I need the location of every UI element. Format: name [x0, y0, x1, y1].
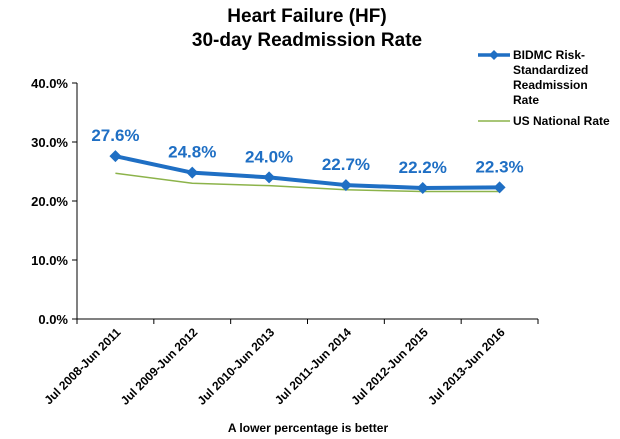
x-category-label: Jul 2009-Jun 2012: [118, 325, 201, 408]
legend-label-bidmc-line-2: Standardized: [513, 63, 588, 77]
x-category-label: Jul 2012-Jun 2015: [348, 325, 431, 408]
legend-label-bidmc-line-1: BIDMC Risk-: [513, 48, 585, 62]
x-category-label: Jul 2008-Jun 2011: [41, 325, 123, 407]
legend-label-bidmc-line-3: Readmission: [513, 78, 588, 92]
x-category-label: Jul 2013-Jun 2016: [425, 325, 508, 408]
legend-label-us: US National Rate: [513, 114, 610, 128]
data-label-bidmc: 24.0%: [245, 147, 293, 166]
data-labels: 27.6% 24.8% 24.0% 22.7% 22.2% 22.3%: [91, 126, 523, 177]
data-label-bidmc: 22.3%: [475, 157, 523, 176]
x-category-label: Jul 2010-Jun 2013: [195, 325, 278, 408]
y-axis-ticks: 0.0% 10.0% 20.0% 30.0% 40.0%: [31, 76, 77, 327]
series-line-us-national: [115, 172, 500, 193]
legend-marker-bidmc: [489, 50, 499, 60]
chart-title-line-1: Heart Failure (HF): [227, 6, 386, 27]
legend: BIDMC Risk- Standardized Readmission Rat…: [478, 48, 610, 128]
y-tick-label: 40.0%: [31, 76, 68, 91]
series-line-bidmc: [114, 154, 500, 191]
data-point-bidmc: [339, 179, 352, 192]
data-label-bidmc: 22.2%: [399, 158, 447, 177]
series-layer: [109, 150, 506, 195]
y-tick-label: 0.0%: [38, 312, 68, 327]
legend-label-bidmc-line-4: Rate: [513, 93, 539, 107]
chart-note: A lower percentage is better: [228, 421, 389, 435]
chart-title-line-2: 30-day Readmission Rate: [192, 30, 422, 51]
y-tick-label: 10.0%: [31, 253, 68, 268]
data-label-bidmc: 24.8%: [168, 143, 216, 162]
data-label-bidmc: 22.7%: [322, 155, 370, 174]
data-point-bidmc: [186, 166, 199, 179]
data-point-bidmc: [263, 171, 276, 184]
data-label-bidmc: 27.6%: [91, 126, 139, 145]
y-tick-label: 20.0%: [31, 194, 68, 209]
data-point-bidmc: [109, 150, 122, 163]
data-point-bidmc: [493, 181, 506, 194]
x-category-label: Jul 2011-Jun 2014: [272, 325, 354, 407]
y-tick-label: 30.0%: [31, 135, 68, 150]
data-point-bidmc: [416, 182, 429, 195]
